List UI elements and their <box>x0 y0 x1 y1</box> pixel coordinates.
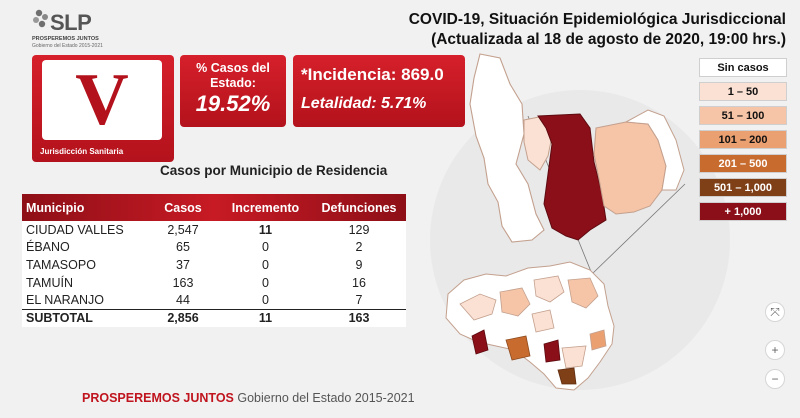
cell-casos: 2,547 <box>167 222 199 237</box>
table-subtotal-row: SUBTOTAL 2,856 11 163 <box>22 308 406 327</box>
logo-government: Gobierno del Estado 2015-2021 <box>32 43 103 49</box>
municipality-shape <box>471 329 489 355</box>
legend-item: 201 – 500 <box>699 154 787 173</box>
jurisdiction-label: Jurisdicción Sanitaria <box>40 147 124 156</box>
municipality-shape <box>533 275 565 303</box>
legend-item: 51 – 100 <box>699 106 787 125</box>
legend-item: 1 – 50 <box>699 82 787 101</box>
municipality-shape <box>589 329 607 351</box>
header-defunciones: Defunciones <box>321 200 397 215</box>
municipality-shape <box>537 113 607 241</box>
footer: PROSPEREMOS JUNTOS Gobierno del Estado 2… <box>82 391 415 405</box>
page-title: COVID-19, Situación Epidemiológica Juris… <box>409 10 786 50</box>
municipality-shape <box>505 335 531 361</box>
cases-table: Municipio Casos Incremento Defunciones C… <box>22 194 406 327</box>
fit-screen-button[interactable]: ⤧ <box>765 302 785 322</box>
title-line-1: COVID-19, Situación Epidemiológica Juris… <box>408 11 786 28</box>
cell-municipio: ÉBANO <box>26 240 70 255</box>
cell-casos: 2,856 <box>167 311 199 326</box>
municipality-shape <box>499 287 531 317</box>
header-incremento: Incremento <box>231 200 300 215</box>
zoom-connector-line <box>591 183 686 275</box>
legend-item: 501 – 1,000 <box>699 178 787 197</box>
incidence-value: *Incidencia: 869.0 <box>301 65 444 84</box>
cell-incremento: 11 <box>258 222 273 237</box>
municipality-shape <box>459 293 497 321</box>
footer-slogan: PROSPEREMOS JUNTOS <box>82 391 234 405</box>
header-casos: Casos <box>164 200 202 215</box>
jurisdiction-letter: V <box>42 59 162 141</box>
cell-defunciones: 2 <box>355 240 363 255</box>
cell-municipio: EL NARANJO <box>26 293 105 308</box>
table-row: TAMASOPO 37 0 9 <box>22 256 406 274</box>
zoom-in-button[interactable]: + <box>765 340 785 360</box>
logo-slogan: PROSPEREMOS JUNTOS <box>32 36 99 42</box>
percent-cases-box: % Casos del Estado: 19.52% <box>180 55 286 127</box>
logo-mark-icon <box>33 9 48 28</box>
table-row: EL NARANJO 44 0 7 <box>22 291 406 309</box>
legend-item: Sin casos <box>699 58 787 77</box>
cell-incremento: 11 <box>258 311 273 326</box>
cell-municipio: TAMASOPO <box>26 257 96 272</box>
table-header: Municipio Casos Incremento Defunciones <box>22 194 406 221</box>
cell-casos: 44 <box>176 293 190 308</box>
cell-incremento: 0 <box>262 293 269 308</box>
jurisdiction-banner: V Jurisdicción Sanitaria <box>32 55 174 162</box>
cell-incremento: 0 <box>262 240 269 255</box>
state-map <box>445 261 615 391</box>
legend-item: + 1,000 <box>699 202 787 221</box>
municipality-shape <box>469 53 545 243</box>
cell-municipio: TAMUÍN <box>26 275 73 290</box>
lethality-value: Letalidad: 5.71% <box>301 95 427 112</box>
cell-casos: 163 <box>172 275 194 290</box>
title-line-2: (Actualizada al 18 de agosto de 2020, 19… <box>431 31 786 48</box>
percent-label-2: Estado: <box>210 76 256 90</box>
municipality-shape <box>567 277 599 309</box>
cell-municipio: SUBTOTAL <box>26 311 93 326</box>
jurisdiction-map <box>445 53 686 391</box>
cell-casos: 37 <box>176 257 190 272</box>
enlarged-jurisdiction <box>469 53 685 243</box>
cell-incremento: 0 <box>262 275 269 290</box>
cell-defunciones: 16 <box>352 275 366 290</box>
cell-incremento: 0 <box>262 257 269 272</box>
header-municipio: Municipio <box>26 200 85 215</box>
cell-defunciones: 7 <box>355 293 363 308</box>
cell-casos: 65 <box>176 240 190 255</box>
municipality-shape <box>543 339 561 363</box>
municipality-shape <box>557 367 577 385</box>
cell-defunciones: 9 <box>355 257 363 272</box>
municipality-shape <box>624 109 685 191</box>
table-title: Casos por Municipio de Residencia <box>160 163 388 178</box>
municipality-shape <box>531 309 555 333</box>
map-legend: Sin casos 1 – 50 51 – 100 101 – 200 201 … <box>699 58 787 226</box>
municipality-shape <box>561 345 587 369</box>
slp-logo: SLP PROSPEREMOS JUNTOS Gobierno del Esta… <box>30 8 120 50</box>
footer-government: Gobierno del Estado 2015-2021 <box>237 391 415 405</box>
zoom-out-button[interactable]: − <box>765 369 785 389</box>
table-row: CIUDAD VALLES 2,547 11 129 <box>22 221 406 239</box>
logo-text: SLP <box>50 10 92 35</box>
cell-municipio: CIUDAD VALLES <box>26 222 124 237</box>
table-row: ÉBANO 65 0 2 <box>22 239 406 257</box>
cell-defunciones: 163 <box>348 311 370 326</box>
percent-value: 19.52% <box>195 91 271 116</box>
incidence-box: *Incidencia: 869.0 Letalidad: 5.71% <box>293 55 465 127</box>
cell-defunciones: 129 <box>348 222 370 237</box>
percent-label-1: % Casos del <box>196 61 270 75</box>
legend-item: 101 – 200 <box>699 130 787 149</box>
table-row: TAMUÍN 163 0 16 <box>22 274 406 292</box>
